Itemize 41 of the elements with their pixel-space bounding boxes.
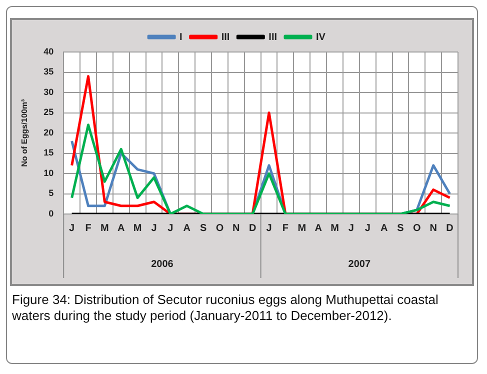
x-tick-label: O bbox=[216, 222, 224, 234]
x-tick-label: A bbox=[380, 222, 388, 234]
x-tick-label: M bbox=[330, 222, 339, 234]
x-tick-label: S bbox=[200, 222, 207, 234]
x-tick-label: D bbox=[248, 222, 256, 234]
x-tick-label: N bbox=[430, 222, 437, 234]
y-tick-label: 5 bbox=[48, 188, 54, 198]
y-tick-label: 30 bbox=[44, 86, 54, 97]
x-tick-label: M bbox=[298, 222, 306, 234]
x-tick-label: M bbox=[133, 222, 142, 234]
legend-label: III bbox=[268, 32, 278, 43]
x-tick-label: N bbox=[232, 222, 240, 234]
y-tick-label: 40 bbox=[44, 46, 54, 56]
x-tick-label: M bbox=[100, 222, 109, 234]
x-tick-label: A bbox=[118, 222, 125, 234]
legend-label: I bbox=[180, 32, 183, 43]
legend-label: IV bbox=[316, 32, 326, 43]
y-tick-label: 20 bbox=[44, 127, 54, 138]
y-tick-label: 25 bbox=[44, 107, 54, 118]
x-tick-label: J bbox=[168, 222, 174, 234]
text: 2007 bbox=[348, 258, 371, 270]
y-tick-label: 10 bbox=[44, 168, 54, 178]
y-tick-label: 15 bbox=[44, 148, 54, 158]
x-tick-label: J bbox=[364, 222, 370, 234]
text: 2006 bbox=[151, 258, 174, 270]
x-tick-label: F bbox=[85, 222, 92, 234]
y-tick-label: 0 bbox=[48, 208, 54, 218]
x-tick-label: J bbox=[151, 222, 157, 234]
caption: Figure 34: Distribution of Secutor ruconius eggs along Muthupettai coastal waters during the study period (January-2011 to December-2012). bbox=[12, 292, 440, 324]
x-tick-label: J bbox=[69, 222, 75, 234]
x-tick-label: F bbox=[282, 222, 289, 234]
x-tick-label: A bbox=[183, 222, 190, 234]
x-tick-label: D bbox=[446, 222, 454, 234]
x-tick-label: A bbox=[314, 222, 322, 234]
x-tick-label: O bbox=[413, 222, 422, 234]
x-tick-label: S bbox=[397, 222, 404, 234]
x-tick-label: J bbox=[348, 222, 354, 234]
y-axis-title: No of Eggs/100m³ bbox=[20, 98, 30, 167]
x-tick-label: J bbox=[266, 222, 272, 234]
legend-label: III bbox=[221, 32, 230, 43]
y-tick-label: 35 bbox=[44, 66, 54, 77]
